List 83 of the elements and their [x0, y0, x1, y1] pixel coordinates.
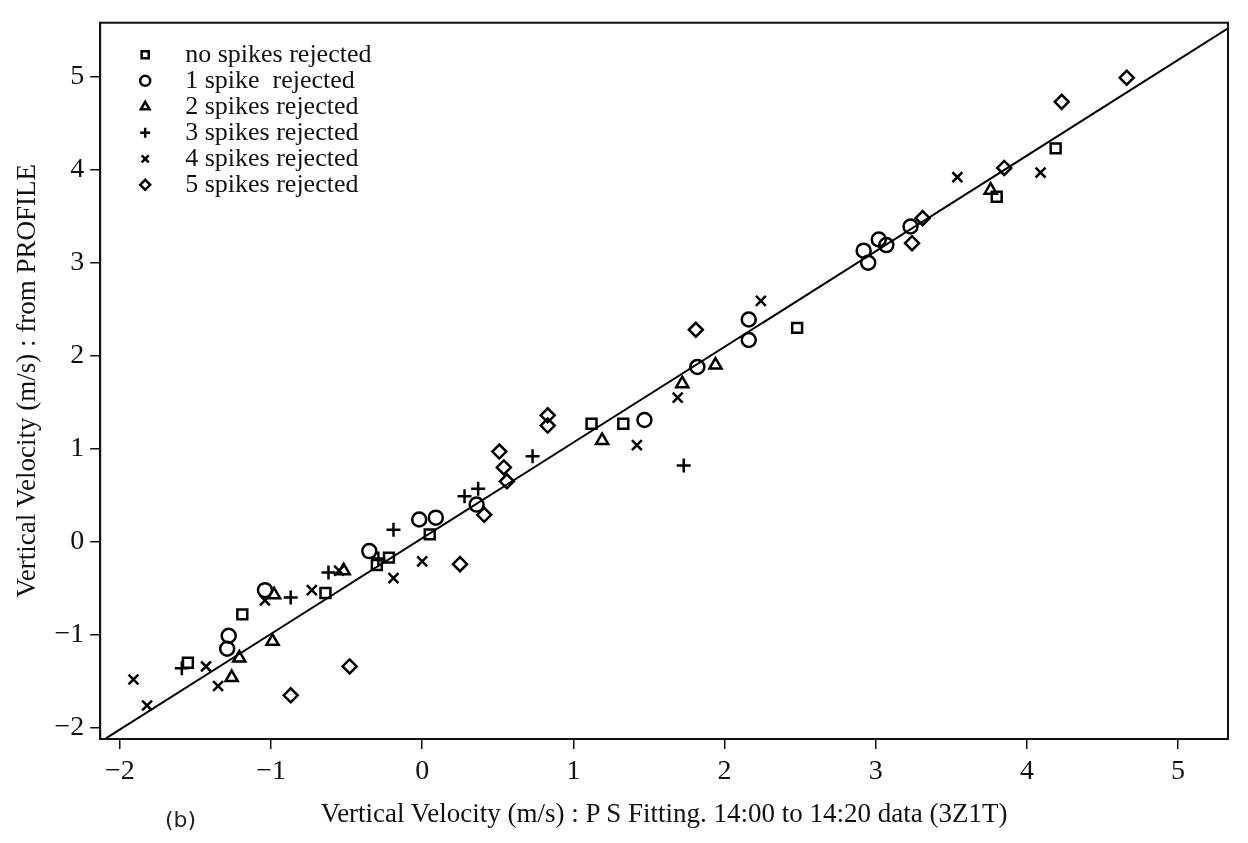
y-axis-title: Vertical Velocity (m/s) : from PROFILE: [11, 164, 42, 598]
x-tick-label: 0: [415, 754, 430, 786]
point: [319, 586, 332, 600]
point: [740, 331, 758, 349]
y-tick-label: −1: [54, 617, 85, 649]
point: [282, 687, 299, 704]
point: [341, 658, 358, 675]
point: [539, 407, 556, 424]
point: [1034, 166, 1047, 179]
point: [708, 356, 723, 370]
x-tick-label: 4: [1019, 754, 1034, 786]
x-tick-label: 2: [717, 754, 732, 786]
point: [754, 294, 768, 308]
x-tick-label: 5: [1171, 754, 1186, 786]
point: [1053, 93, 1070, 111]
x-tick-label: −2: [104, 754, 135, 786]
point: [617, 417, 630, 430]
point: [498, 473, 516, 490]
point: [585, 417, 598, 430]
point: [878, 236, 895, 254]
x-axis-title: Vertical Velocity (m/s) : P S Fitting. 14:00 to 14:20 data (3Z1T): [320, 797, 1008, 828]
point: [996, 159, 1013, 177]
point: [990, 190, 1003, 203]
point: [231, 649, 247, 663]
y-tick-label: 1: [70, 431, 85, 463]
point: [211, 679, 225, 693]
text: (b): [165, 806, 197, 832]
point: [423, 528, 436, 541]
point: [220, 627, 237, 645]
point: [468, 496, 485, 513]
point: [266, 586, 282, 600]
point: [491, 443, 508, 460]
y-tick-label: −2: [54, 710, 85, 742]
point: [336, 562, 351, 576]
point: [1118, 69, 1135, 86]
point: [387, 571, 400, 585]
point: [859, 254, 877, 272]
y-tick-label: 0: [70, 524, 85, 556]
point: [451, 555, 469, 573]
y-tick-label: 3: [70, 245, 85, 277]
point: [305, 583, 319, 597]
point: [218, 640, 236, 658]
y-tick-label: 2: [70, 338, 85, 370]
point: [902, 218, 919, 235]
point: [410, 511, 428, 528]
point: [636, 411, 653, 429]
point: [181, 656, 195, 669]
point: [674, 375, 690, 389]
point: [594, 432, 610, 446]
point: [469, 480, 487, 498]
point: [870, 231, 888, 248]
point: [1049, 142, 1062, 155]
point: [630, 438, 644, 452]
x-tick-label: 1: [566, 754, 581, 786]
point: [224, 669, 240, 683]
point: [416, 555, 429, 568]
point: [427, 509, 445, 526]
point: [382, 551, 396, 564]
point: [495, 459, 513, 476]
point: [127, 673, 140, 686]
point: [140, 699, 154, 712]
x-tick-label: −1: [256, 754, 286, 786]
point: [914, 209, 931, 227]
point: [236, 608, 249, 621]
y-tick-label: 4: [70, 152, 85, 184]
point: [790, 321, 804, 335]
y-tick-label: 5: [70, 59, 85, 91]
point: [265, 633, 280, 647]
legend-label: no spikes rejected: [185, 38, 372, 68]
point: [687, 321, 705, 338]
point: [903, 234, 921, 252]
point: [475, 506, 493, 524]
point: [256, 581, 274, 599]
point: [370, 558, 384, 572]
point: [689, 358, 706, 376]
point: [740, 311, 758, 328]
x-tick-label: 3: [868, 754, 883, 786]
point: [671, 391, 684, 404]
point: [199, 660, 213, 673]
point: [361, 542, 378, 560]
point: [951, 171, 964, 184]
point: [855, 242, 872, 259]
point: [539, 417, 556, 434]
